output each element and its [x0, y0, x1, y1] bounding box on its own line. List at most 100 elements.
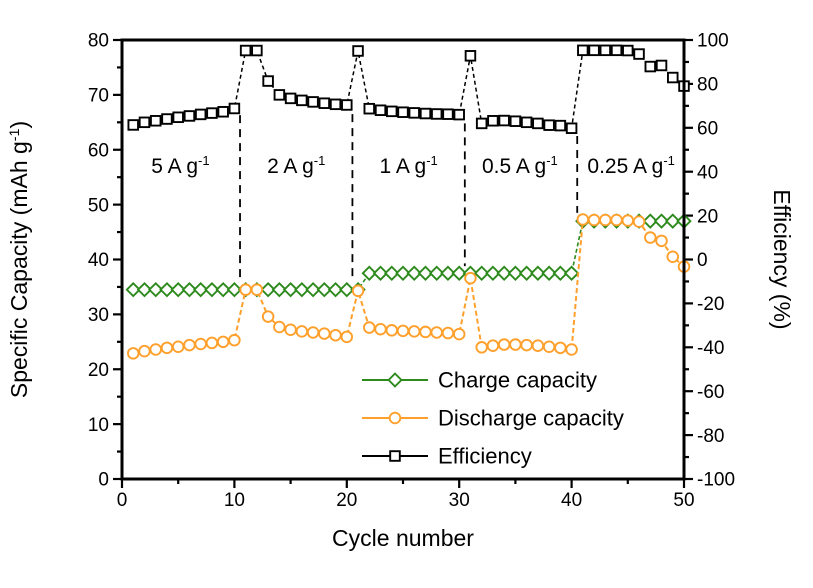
- rate-label: 0.25 A g-1: [587, 153, 675, 178]
- square-marker: [655, 59, 668, 72]
- right-axis-title: Efficiency (%): [769, 189, 795, 329]
- circle-marker: [621, 214, 635, 227]
- square-marker: [149, 115, 162, 127]
- rate-label: 5 A g-1: [151, 153, 209, 178]
- circle-marker: [228, 333, 241, 347]
- circle-marker: [644, 231, 657, 244]
- circle-marker: [363, 321, 376, 334]
- circle-marker: [183, 338, 196, 352]
- square-marker: [329, 98, 342, 111]
- left-axis-tick-label: 70: [88, 86, 109, 107]
- square-marker: [622, 44, 634, 57]
- legend: Charge capacity Discharge capacity Efficie…: [362, 368, 624, 469]
- stage-boundaries: [239, 114, 579, 281]
- circle-marker: [216, 335, 230, 349]
- x-axis-title: Cycle number: [332, 525, 474, 551]
- square-marker: [386, 105, 398, 118]
- square-marker: [318, 97, 331, 109]
- right-axis-tick-label: 0: [697, 250, 708, 271]
- square-marker: [239, 44, 252, 57]
- right-axis-tick-label: 40: [697, 162, 718, 183]
- square-marker: [363, 102, 376, 115]
- right-axis-tick-label: 80: [697, 75, 718, 96]
- circle-marker: [610, 213, 623, 227]
- square-marker: [228, 102, 241, 115]
- circle-marker: [542, 340, 556, 354]
- circle-marker: [632, 215, 646, 228]
- diamond-marker: [563, 265, 580, 281]
- legend-item-charge-capacity: Charge capacity: [362, 368, 597, 393]
- square-marker: [588, 44, 600, 57]
- square-marker: [127, 119, 139, 131]
- circle-marker: [126, 347, 140, 360]
- square-marker: [251, 44, 263, 57]
- right-axis-tick-label: -20: [697, 294, 724, 315]
- circle-marker: [239, 283, 252, 296]
- circle-marker: [396, 324, 410, 338]
- legend-label-discharge-capacity: Discharge capacity: [438, 406, 624, 431]
- square-marker: [206, 107, 218, 119]
- plot-frame: [120, 38, 686, 481]
- circle-marker: [261, 310, 275, 323]
- left-axis-tick-label: 30: [88, 305, 109, 326]
- circle-marker: [576, 213, 590, 226]
- square-marker: [408, 107, 420, 119]
- legend-label-charge-capacity: Charge capacity: [438, 368, 597, 393]
- square-marker: [667, 71, 679, 84]
- circle-marker: [441, 326, 455, 340]
- square-marker: [554, 119, 567, 132]
- right-axis-tick-label: 20: [697, 206, 718, 227]
- circle-marker: [374, 322, 387, 336]
- series-charge-capacity: [125, 213, 692, 298]
- x-axis-tick-label: 0: [117, 490, 128, 511]
- legend-item-efficiency: Efficiency: [362, 444, 532, 469]
- square-marker: [172, 111, 184, 124]
- square-marker: [577, 44, 589, 57]
- circle-marker: [655, 234, 668, 248]
- circle-marker: [565, 343, 578, 356]
- rate-label: 0.5 A g-1: [482, 153, 558, 178]
- square-marker: [138, 116, 151, 129]
- circle-marker: [273, 320, 286, 334]
- left-axis-tick-label: 40: [88, 250, 109, 271]
- circle-marker: [205, 336, 219, 350]
- square-marker: [397, 106, 409, 118]
- square-marker: [194, 108, 207, 121]
- legend-item-discharge-capacity: Discharge capacity: [362, 406, 624, 431]
- rate-label: 2 A g-1: [267, 153, 325, 178]
- circle-marker: [306, 326, 320, 339]
- square-marker: [498, 114, 510, 127]
- x-axis-tick-label: 20: [336, 490, 357, 511]
- x-axis-tick-label: 10: [224, 490, 245, 511]
- circle-marker: [599, 213, 612, 227]
- circle-marker: [430, 326, 443, 339]
- square-marker: [284, 92, 297, 105]
- legend-marker-discharge-capacity: [388, 411, 402, 425]
- square-marker: [442, 108, 454, 120]
- x-axis-tick-label: 40: [561, 490, 582, 511]
- square-marker: [352, 45, 364, 57]
- circle-marker: [520, 338, 533, 352]
- circle-marker: [554, 341, 567, 355]
- square-marker: [453, 108, 465, 121]
- circle-marker: [509, 338, 522, 351]
- square-marker: [430, 108, 443, 120]
- square-marker: [599, 44, 612, 57]
- square-marker: [273, 89, 286, 101]
- legend-marker-efficiency: [389, 450, 401, 462]
- square-marker: [341, 99, 353, 111]
- circle-marker: [666, 250, 680, 264]
- right-axis-tick-label: -40: [697, 338, 724, 359]
- circle-marker: [351, 284, 365, 298]
- circle-marker: [160, 341, 174, 355]
- left-axis-tick-label: 10: [88, 415, 109, 436]
- legend-label-efficiency: Efficiency: [438, 444, 532, 469]
- circle-marker: [138, 344, 151, 358]
- square-marker: [520, 116, 533, 129]
- square-marker: [183, 110, 196, 122]
- series-line-charge-capacity: [133, 220, 684, 291]
- square-marker: [610, 44, 623, 57]
- right-axis-tick-label: 60: [697, 118, 718, 139]
- right-axis-tick-label: 100: [697, 31, 729, 52]
